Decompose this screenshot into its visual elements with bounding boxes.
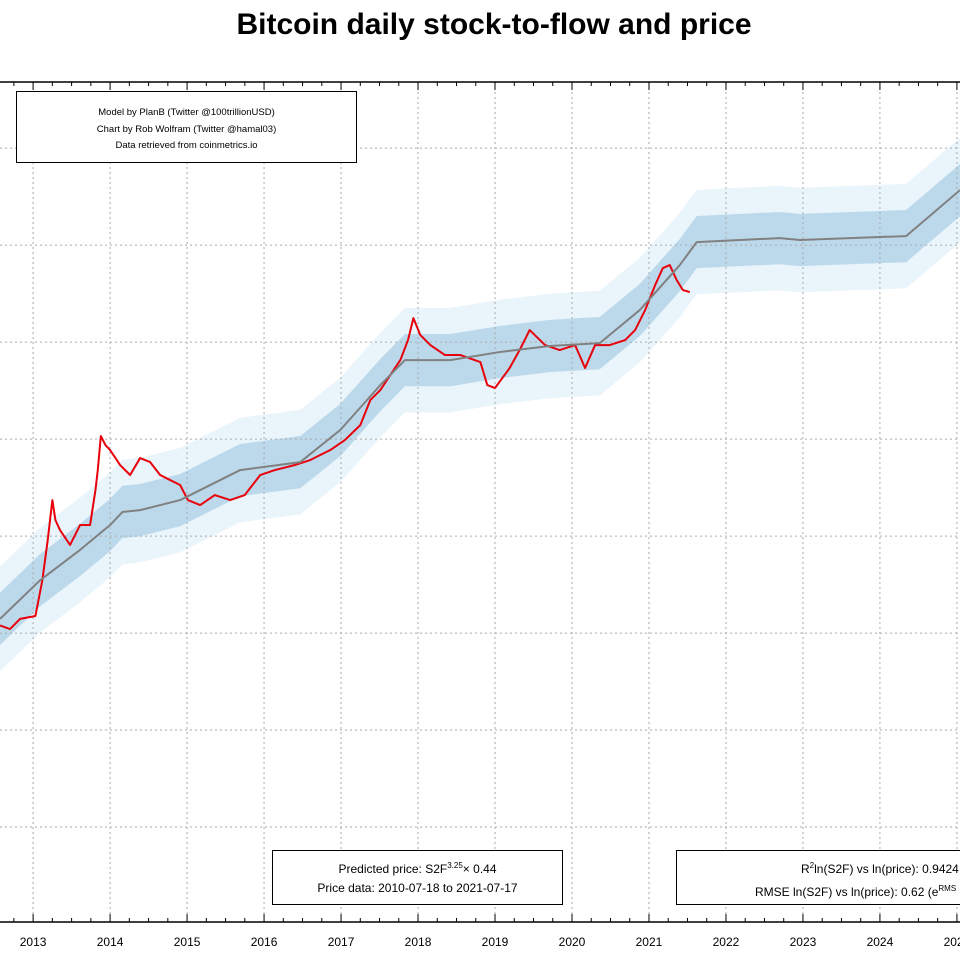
rmse-stat: RMSE ln(S2F) vs ln(price): 0.62 (eRMS [755, 884, 957, 899]
x-tick-label: 2014 [97, 935, 124, 949]
inner-band [0, 163, 960, 646]
x-tick-label: 2019 [482, 935, 509, 949]
x-tick-label: 2017 [328, 935, 355, 949]
x-tick-label: 2015 [174, 935, 201, 949]
x-tick-label: 2025 [944, 935, 960, 949]
credits-box: Model by PlanB (Twitter @100trillionUSD)… [16, 91, 357, 163]
price-line [0, 264, 691, 631]
x-tick-label: 2024 [867, 935, 894, 949]
credit-model: Model by PlanB (Twitter @100trillionUSD) [98, 107, 275, 118]
stats-box: R2ln(S2F) vs ln(price): 0.9424 RMSE ln(S… [676, 850, 960, 905]
chart-title: Bitcoin daily stock-to-flow and price [236, 8, 752, 41]
x-tick-label: 2021 [636, 935, 663, 949]
model-formula: Predicted price: S2F3.25× 0.44 [338, 861, 497, 876]
x-tick-label: 2023 [790, 935, 817, 949]
r2-stat: R2ln(S2F) vs ln(price): 0.9424 [801, 861, 959, 876]
price-range: Price data: 2010-07-18 to 2021-07-17 [317, 881, 518, 895]
credit-data: Data retrieved from coinmetrics.io [115, 140, 258, 151]
x-tick-label: 2022 [713, 935, 740, 949]
x-tick-label: 2016 [251, 935, 278, 949]
credit-chart: Chart by Rob Wolfram (Twitter @hamal03) [96, 123, 277, 135]
model-line [0, 189, 960, 620]
x-tick-label: 2020 [559, 935, 586, 949]
x-tick-label: 2013 [20, 935, 47, 949]
outer-band [0, 137, 960, 672]
model-box: Predicted price: S2F3.25× 0.44 Price dat… [272, 850, 563, 905]
x-tick-label: 2018 [405, 935, 432, 949]
